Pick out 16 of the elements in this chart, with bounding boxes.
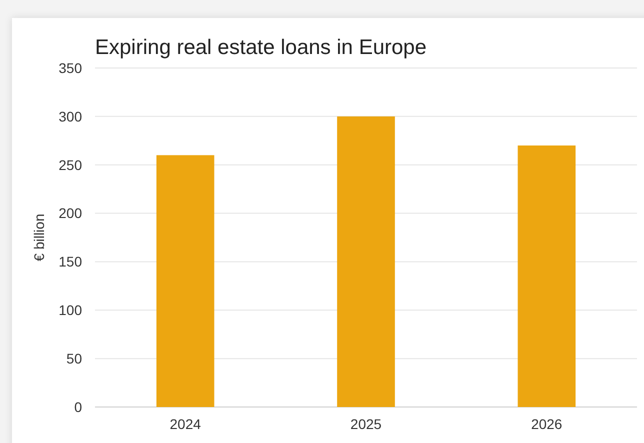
bar [337,116,395,407]
x-tick-label: 2024 [170,416,202,432]
bar [518,145,576,407]
chart-title: Expiring real estate loans in Europe [95,36,427,59]
y-axis-title: € billion [31,214,47,262]
y-tick-label: 100 [58,302,82,318]
x-tick-label: 2025 [350,416,382,432]
y-tick-label: 0 [74,398,82,415]
bar [156,155,214,407]
y-tick-label: 50 [66,350,82,366]
x-tick-label: 2026 [531,416,562,432]
y-tick-label: 150 [58,254,82,270]
y-tick-label: 200 [58,205,82,222]
y-tick-label: 250 [58,156,82,173]
y-tick-label: 350 [58,60,82,76]
y-tick-label: 300 [58,108,82,124]
